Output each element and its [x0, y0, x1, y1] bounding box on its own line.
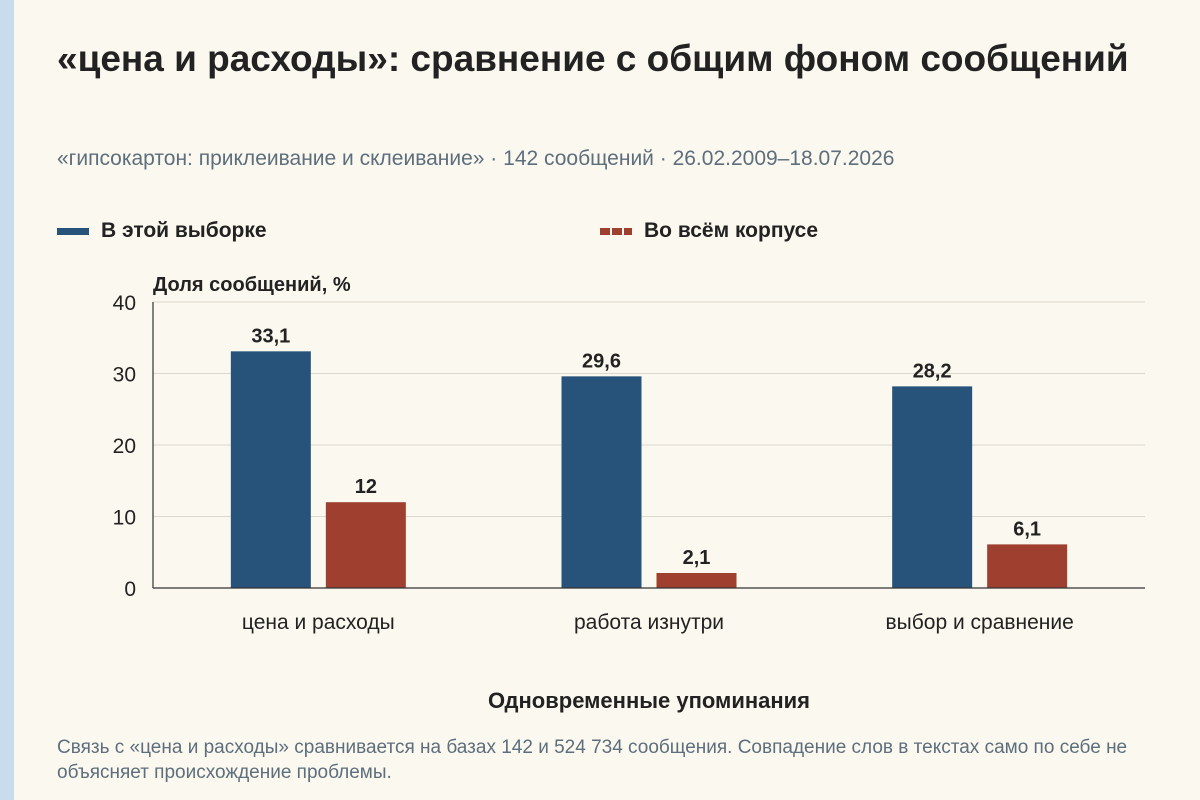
x-tick-label: работа изнутри	[574, 611, 724, 634]
bar-corpus	[325, 502, 406, 588]
bar-value-label: 28,2	[913, 360, 952, 382]
bar-value-label: 2,1	[683, 547, 711, 569]
x-tick-label: цена и расходы	[242, 611, 395, 634]
bar-sample	[561, 376, 642, 588]
chart-title: «цена и расходы»: сравнение с общим фоно…	[57, 38, 1129, 79]
bar-value-label: 33,1	[251, 325, 290, 347]
bar-sample	[230, 351, 311, 588]
data-labels: 33,1 12 29,6 2,1 28,2 6,1	[251, 325, 1041, 569]
legend-label-corpus: Во всём корпусе	[644, 219, 819, 242]
x-tick-label: выбор и сравнение	[885, 611, 1073, 634]
legend-item-corpus: Во всём корпусе	[600, 219, 818, 243]
bar-value-label: 6,1	[1013, 518, 1041, 540]
bar-value-label: 29,6	[582, 350, 621, 372]
y-tick-label: 20	[113, 435, 136, 458]
x-axis-title: Одновременные упоминания	[488, 688, 810, 713]
legend-swatch-sample	[57, 227, 89, 235]
bar-corpus	[987, 544, 1068, 588]
legend-label-sample: В этой выборке	[101, 219, 267, 242]
chart-subtitle: «гипсокартон: приклеивание и склеивание»…	[57, 147, 895, 170]
bar-value-label: 12	[355, 476, 377, 498]
bar-sample	[892, 386, 973, 588]
y-tick-label: 10	[113, 507, 136, 530]
bars	[230, 351, 1068, 588]
y-tick-label: 0	[124, 578, 136, 601]
footnote: Связь с «цена и расходы» сравнивается на…	[57, 737, 1128, 783]
bar-corpus	[656, 572, 737, 588]
legend-item-sample: В этой выборке	[57, 219, 267, 243]
y-tick-label: 30	[113, 364, 136, 387]
y-axis-title: Доля сообщений, %	[153, 274, 351, 296]
left-accent-stripe	[0, 0, 14, 800]
y-tick-label: 40	[113, 292, 136, 315]
gridlines	[153, 301, 1145, 517]
legend-swatch-corpus	[600, 227, 632, 235]
axes: 0 10 20 30 40 цена и расходы работа изнутри выб…	[113, 292, 1145, 634]
